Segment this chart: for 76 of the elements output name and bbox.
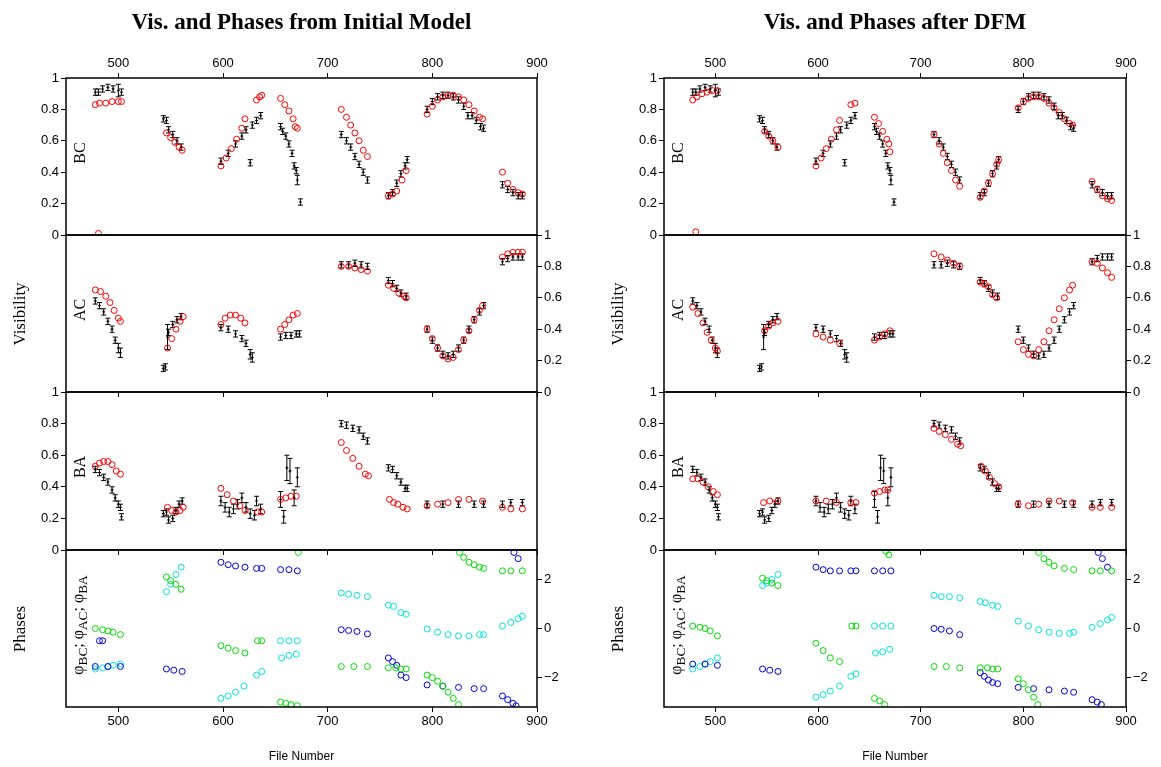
y-tick-label: 0.4 [638, 163, 657, 179]
y-tick-label: 0.4 [544, 320, 563, 336]
y-tick-label: 0.6 [1133, 289, 1152, 305]
x-tick-label: 900 [526, 713, 548, 729]
x-tick-label: 800 [421, 54, 444, 70]
y-axis-title: Phases [10, 605, 30, 652]
x-tick-label: 500 [704, 54, 727, 70]
y-tick-label: 0.6 [638, 132, 657, 148]
y-tick-label: 0.2 [638, 509, 657, 525]
y-tick-label: 0.8 [638, 100, 657, 116]
x-tick-label: 700 [909, 54, 932, 70]
x-tick-label: 700 [316, 713, 339, 729]
y-tick-label: 0 [1133, 383, 1141, 399]
y-tick-label: −2 [544, 669, 559, 685]
x-tick-label: 900 [526, 54, 548, 70]
y-axis-title: Phases [608, 605, 628, 652]
annotation: AC [669, 298, 687, 321]
x-axis-title: File Number [268, 749, 335, 763]
y-tick-label: 1 [1133, 226, 1141, 242]
y-tick-label: 0 [1133, 620, 1141, 636]
y-tick-label: 0.6 [40, 446, 59, 462]
y-tick-label: 0.4 [40, 478, 59, 494]
y-tick-label: 0 [51, 226, 59, 242]
annotation: AC [71, 298, 89, 321]
x-tick-label: 800 [1012, 713, 1035, 729]
y-tick-label: 0 [649, 226, 657, 242]
y-tick-label: 0.2 [40, 509, 59, 525]
x-tick-label: 600 [212, 713, 234, 729]
y-tick-label: 0 [544, 620, 552, 636]
x-tick-label: 900 [1115, 54, 1137, 70]
annotation: BA [71, 455, 89, 479]
y-tick-label: 0.2 [544, 352, 563, 368]
y-tick-label: 2 [544, 571, 552, 587]
y-tick-label: 0.2 [1133, 352, 1152, 368]
x-tick-label: 600 [807, 54, 829, 70]
x-tick-label: 900 [1115, 713, 1137, 729]
y-tick-label: 1 [51, 69, 59, 85]
annotation: BC [71, 141, 89, 164]
y-tick-label: 0.4 [638, 478, 657, 494]
y-tick-label: 2 [1133, 571, 1141, 587]
y-tick-label: −2 [1133, 669, 1148, 685]
y-tick-label: 1 [649, 69, 657, 85]
y-tick-label: 0.4 [1133, 320, 1152, 336]
x-tick-label: 800 [1012, 54, 1035, 70]
y-tick-label: 0.2 [40, 195, 59, 211]
y-tick-label: 0.8 [544, 257, 563, 273]
y-tick-label: 1 [649, 383, 657, 399]
y-tick-label: 0.8 [40, 415, 59, 431]
x-tick-label: 800 [421, 713, 444, 729]
y-tick-label: 0 [544, 383, 552, 399]
x-tick-label: 500 [107, 713, 130, 729]
y-tick-label: 0.8 [40, 100, 59, 116]
x-tick-label: 700 [909, 713, 932, 729]
x-axis-title: File Number [862, 749, 928, 763]
y-tick-label: 0.2 [638, 195, 657, 211]
y-tick-label: 0.8 [1133, 257, 1152, 273]
x-tick-label: 500 [107, 54, 130, 70]
x-tick-label: 600 [807, 713, 829, 729]
y-tick-label: 0.4 [40, 163, 59, 179]
chart-title: Vis. and Phases after DFM [763, 9, 1027, 35]
y-tick-label: 1 [544, 226, 552, 242]
annotation: BA [669, 455, 687, 479]
y-tick-label: 0.6 [638, 446, 657, 462]
y-tick-label: 0 [649, 541, 657, 557]
x-tick-label: 600 [212, 54, 234, 70]
x-tick-label: 500 [704, 713, 727, 729]
y-tick-label: 0.6 [544, 289, 563, 305]
y-tick-label: 1 [51, 383, 59, 399]
chart-title: Vis. and Phases from Initial Model [131, 9, 472, 35]
y-axis-title: Visibility [608, 281, 628, 346]
x-tick-label: 700 [316, 54, 339, 70]
y-tick-label: 0 [51, 541, 59, 557]
y-tick-label: 0.8 [638, 415, 657, 431]
annotation: BC [669, 141, 687, 164]
y-axis-title: Visibility [10, 281, 30, 346]
y-tick-label: 0.6 [40, 132, 59, 148]
